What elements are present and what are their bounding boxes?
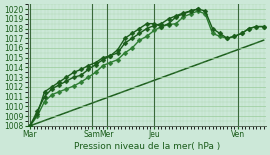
X-axis label: Pression niveau de la mer( hPa ): Pression niveau de la mer( hPa )	[74, 142, 220, 151]
